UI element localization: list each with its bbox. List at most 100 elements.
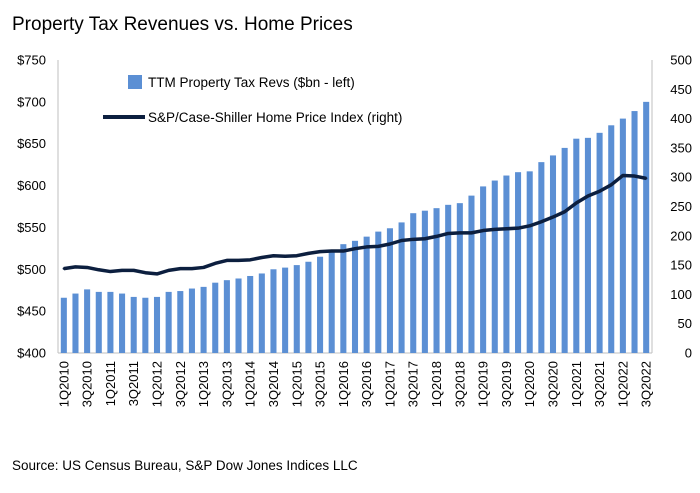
bar-1Q2014 [247,275,254,353]
x-tick-label: 3Q2022 [639,361,654,407]
line-point-3Q2010 [85,266,89,269]
bar-2Q2010 [72,293,79,353]
line-point-3Q2018 [458,231,462,235]
bar-1Q2021 [573,138,580,353]
line-point-2Q2015 [307,252,310,255]
bar-1Q2011 [107,291,114,353]
bar-1Q2013 [200,286,207,353]
left-tick-label: $450 [17,304,46,319]
bar-1Q2012 [153,296,161,353]
legend-label-line: S&P/Case-Shiller Home Price Index (right… [148,110,402,125]
right-tick-label: 500 [670,53,692,68]
bar-3Q2022 [643,101,650,353]
bar-4Q2021 [608,125,615,353]
bar-series [60,101,650,353]
x-tick-label: 3Q2020 [546,361,561,407]
bar-4Q2011 [142,297,149,353]
bar-2Q2014 [258,273,265,353]
x-tick-label: 3Q2018 [452,361,467,407]
bar-1Q2016 [340,244,347,353]
line-point-4Q2012 [190,267,194,270]
line-point-1Q2010 [62,267,66,270]
bar-2Q2017 [398,222,405,353]
line-point-3Q2011 [132,269,135,272]
left-tick-label: $400 [17,346,46,361]
line-point-4Q2011 [144,271,147,274]
bar-3Q2020 [549,155,557,353]
left-tick-label: $550 [17,220,46,235]
bar-2Q2018 [445,204,452,353]
bar-1Q2019 [480,186,487,353]
left-tick-label: $650 [17,136,46,151]
line-point-4Q2017 [423,237,427,240]
bar-3Q2013 [223,280,230,353]
bar-1Q2010 [60,297,67,353]
line-point-1Q2022 [621,174,625,177]
x-tick-label: 3Q2021 [592,361,607,407]
right-tick-label: 50 [678,316,692,331]
x-tick-label: 3Q2012 [173,361,188,407]
line-point-3Q2021 [598,190,601,193]
bar-3Q2019 [503,175,510,353]
line-point-1Q2013 [202,266,205,269]
x-tick-label: 1Q2010 [56,361,71,407]
x-tick-label: 3Q2011 [126,361,141,406]
bar-4Q2014 [282,267,289,353]
line-point-2Q2012 [167,269,170,272]
left-tick-label: $600 [17,178,46,193]
bar-3Q2012 [177,291,184,353]
legend-swatch-bars [128,75,142,89]
line-point-1Q2015 [295,254,298,257]
x-tick-label: 1Q2012 [150,361,165,407]
line-point-3Q2015 [318,250,322,253]
line-point-2Q2013 [214,262,217,265]
x-tick-label: 1Q2019 [476,361,491,407]
x-tick-label: 1Q2013 [196,361,211,407]
line-point-2Q2020 [540,220,543,223]
right-tick-label: 250 [670,199,692,214]
left-tick-label: $700 [17,94,46,109]
x-tick-label: 1Q2016 [336,361,351,407]
bar-4Q2020 [561,147,568,353]
bar-4Q2012 [188,288,195,353]
x-tick-label: 3Q2010 [80,361,95,407]
line-point-3Q2019 [505,227,508,230]
line-point-3Q2020 [551,215,555,219]
x-tick-label: 1Q2011 [103,361,118,406]
bar-1Q2020 [526,171,533,353]
right-tick-label: 350 [670,140,692,155]
right-tick-label: 100 [670,287,692,302]
bar-1Q2022 [619,118,626,353]
x-tick-label: 3Q2016 [359,361,374,407]
bar-2Q2020 [538,162,545,353]
left-tick-label: $500 [17,262,46,277]
right-axis-ticks: 0 50 100 150 200 250 300 350 400 450 500 [670,53,692,361]
line-point-2Q2018 [446,232,450,235]
x-tick-label: 3Q2013 [219,361,234,407]
bar-3Q2018 [456,203,463,353]
line-point-4Q2010 [97,268,100,271]
line-point-4Q2015 [330,249,333,253]
x-axis-ticks: 1Q2010 3Q2010 1Q2011 3Q2011 1Q2012 3Q2012 1Q20… [56,361,653,407]
bar-2Q2015 [305,261,312,353]
bar-2Q2021 [584,137,591,353]
right-tick-label: 200 [670,228,692,243]
bar-2Q2011 [119,293,126,353]
bar-2Q2016 [351,240,359,353]
right-tick-label: 300 [670,170,692,185]
chart-title: Property Tax Revenues vs. Home Prices [12,14,353,35]
line-point-1Q2016 [342,249,345,253]
bar-3Q2016 [363,236,370,353]
x-tick-label: 1Q2017 [382,361,397,407]
line-point-1Q2017 [388,242,392,246]
x-tick-label: 1Q2015 [289,361,304,407]
bar-1Q2017 [386,228,393,353]
line-point-2Q2016 [353,247,357,250]
x-tick-label: 1Q2018 [429,361,444,407]
bar-3Q2014 [270,269,277,353]
bar-3Q2010 [84,289,91,353]
bar-2Q2013 [212,282,219,353]
line-series [62,173,648,276]
legend-label-bars: TTM Property Tax Revs ($bn - left) [148,75,355,90]
